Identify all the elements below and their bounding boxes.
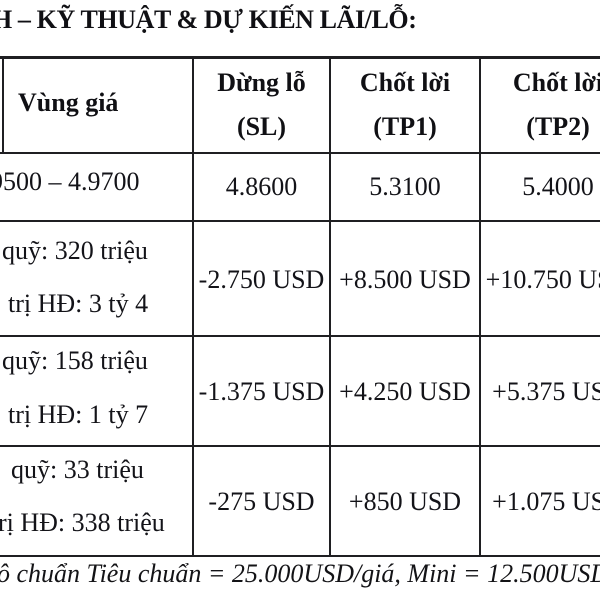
table-border-row2-bottom	[0, 335, 600, 337]
table-divider-col1	[192, 56, 194, 557]
row4-stop-loss: -275 USD	[208, 486, 315, 516]
row4-margin: quỹ: 33 triệu	[11, 455, 144, 484]
row1-stop-loss: 4.8600	[225, 172, 298, 201]
row1-price-zone: 9500 – 4.9700	[0, 167, 140, 196]
table-border-header-bottom	[0, 152, 600, 154]
header-take-profit-2-line2: (TP2)	[526, 112, 590, 141]
table-border-row1-bottom	[0, 220, 600, 222]
header-take-profit-1-line1: Chốt lời	[359, 68, 451, 97]
row4-take-profit-1: +850 USD	[348, 486, 462, 516]
row3-margin: quỹ: 158 triệu	[2, 346, 148, 375]
row1-take-profit-2: 5.4000	[522, 172, 594, 201]
row4-contract-value: rị HĐ: 338 triệu	[0, 508, 165, 537]
row3-contract-value: trị HĐ: 1 tỷ 7	[8, 400, 149, 429]
footnote-lot-size: ô chuẩn Tiêu chuẩn = 25.000USD/giá, Mini…	[0, 559, 600, 588]
row3-take-profit-2: +5.375 USD	[492, 377, 600, 406]
header-stop-loss-line1: Dừng lỗ	[217, 68, 306, 97]
row2-take-profit-2: +10.750 USD	[485, 264, 600, 294]
header-take-profit-1-line2: (TP1)	[373, 112, 437, 141]
header-take-profit-2: Chốt lời (TP2)	[481, 57, 600, 153]
table-border-top	[0, 56, 600, 59]
row2-margin: quỹ: 320 triệu	[2, 236, 148, 265]
header-zone: Vùng giá	[18, 88, 119, 117]
row2-stop-loss: -2.750 USD	[198, 264, 325, 294]
table-border-left-stub	[2, 56, 4, 154]
header-take-profit-2-line1: Chốt lời	[512, 68, 600, 97]
page-title: H – KỸ THUẬT & DỰ KIẾN LÃI/LỖ:	[0, 5, 417, 34]
table-divider-col3	[479, 56, 481, 557]
table-border-bottom	[0, 555, 600, 557]
row1-take-profit-1: 5.3100	[369, 172, 441, 201]
header-take-profit-1: Chốt lời (TP1)	[331, 57, 479, 153]
header-stop-loss-line2: (SL)	[236, 112, 287, 141]
row2-take-profit-1: +8.500 USD	[339, 264, 471, 294]
row3-stop-loss: -1.375 USD	[198, 377, 325, 406]
row4-take-profit-2: +1.075 USD	[492, 486, 600, 516]
row2-contract-value: trị HĐ: 3 tỷ 4	[8, 289, 149, 318]
row3-take-profit-1: +4.250 USD	[339, 377, 471, 406]
table-border-row3-bottom	[0, 445, 600, 447]
table-divider-col2	[329, 56, 331, 557]
header-stop-loss: Dừng lỗ (SL)	[194, 57, 329, 153]
